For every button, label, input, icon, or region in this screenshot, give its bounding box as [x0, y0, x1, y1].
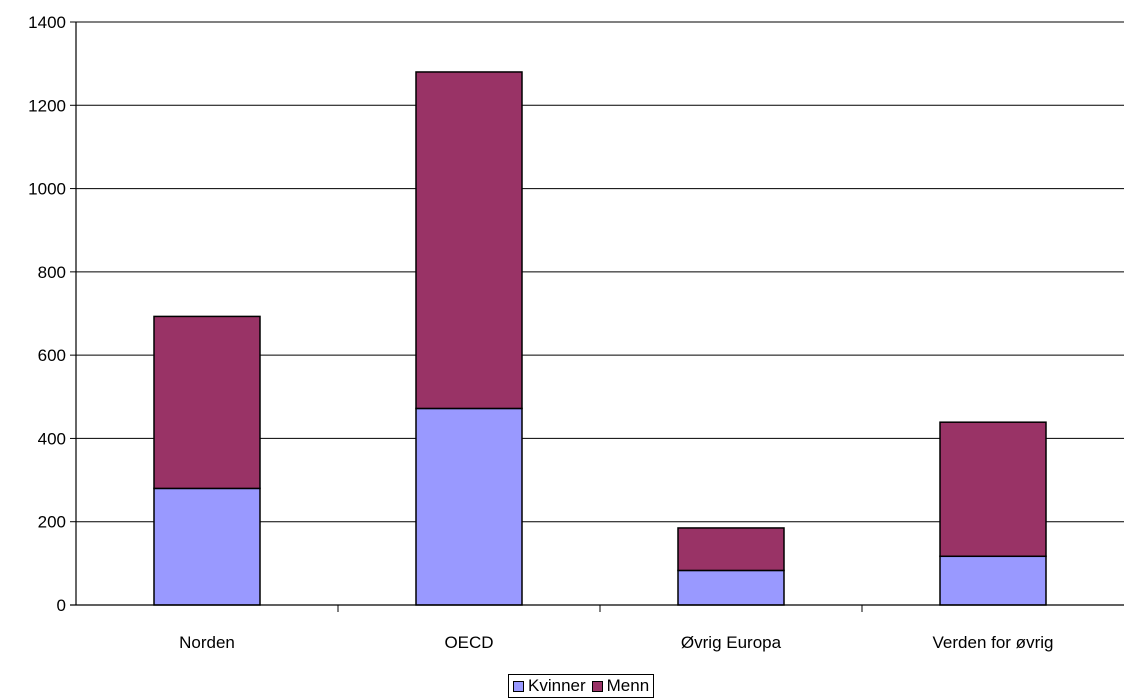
stacked-bar-chart: 0 200 400 600 800 1000 1200 1400 Norden OECD Øvri…: [28, 13, 1124, 652]
legend-swatch-kvinner: [513, 680, 524, 692]
bar-menn-vrig-europa: [677, 527, 785, 572]
legend: Kvinner Menn: [508, 674, 655, 698]
y-tick-label: 0: [57, 596, 66, 615]
y-tick-label: 1000: [28, 180, 66, 199]
bar-kvinner-oecd: [415, 407, 523, 606]
bar-kvinner-vrig-europa: [677, 569, 785, 606]
bar-menn-oecd: [415, 71, 523, 410]
y-tick-label: 200: [38, 513, 66, 532]
bar-kvinner-norden: [153, 487, 261, 606]
y-tick-label: 800: [38, 263, 66, 282]
bar-menn-verden-for-vrig: [939, 421, 1047, 558]
y-tick-labels: 0 200 400 600 800 1000 1200 1400: [28, 13, 66, 615]
x-tick-label: Øvrig Europa: [681, 633, 782, 652]
y-tick-label: 1200: [28, 96, 66, 115]
bars: [153, 71, 1047, 606]
bar-menn-norden: [153, 315, 261, 490]
legend-item-menn: Menn: [591, 676, 650, 696]
y-tick-label: 600: [38, 346, 66, 365]
legend-label-kvinner: Kvinner: [528, 676, 586, 695]
legend-label-menn: Menn: [606, 676, 650, 695]
x-tick-label: Norden: [179, 633, 235, 652]
y-tick-label: 400: [38, 429, 66, 448]
axes: [70, 21, 1124, 612]
legend-item-kvinner: Kvinner: [513, 676, 586, 696]
y-tick-label: 1400: [28, 13, 66, 32]
bar-kvinner-verden-for-vrig: [939, 555, 1047, 606]
legend-swatch-menn: [591, 680, 603, 692]
x-tick-label: OECD: [444, 633, 493, 652]
x-tick-label: Verden for øvrig: [933, 633, 1054, 652]
x-tick-labels: Norden OECD Øvrig Europa Verden for øvrig: [179, 633, 1053, 652]
